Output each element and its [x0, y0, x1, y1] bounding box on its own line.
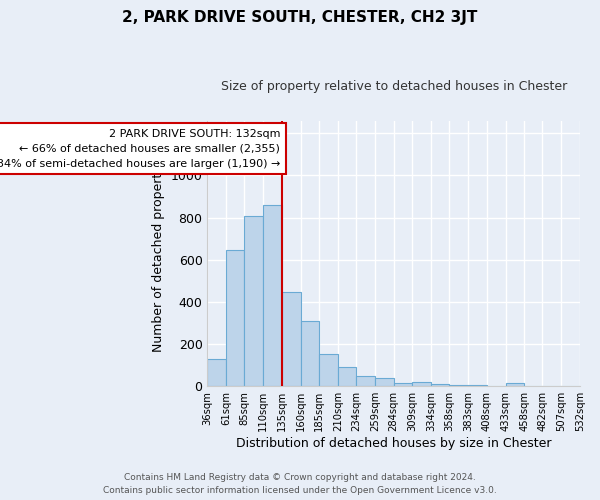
Bar — [282, 292, 301, 386]
Bar — [301, 321, 319, 386]
Bar — [356, 376, 375, 386]
Bar — [375, 378, 394, 386]
Bar — [449, 385, 468, 386]
X-axis label: Distribution of detached houses by size in Chester: Distribution of detached houses by size … — [236, 437, 551, 450]
Text: 2, PARK DRIVE SOUTH, CHESTER, CH2 3JT: 2, PARK DRIVE SOUTH, CHESTER, CH2 3JT — [122, 10, 478, 25]
Bar — [506, 383, 524, 386]
Bar — [468, 385, 487, 386]
Text: Contains HM Land Registry data © Crown copyright and database right 2024.
Contai: Contains HM Land Registry data © Crown c… — [103, 474, 497, 495]
Bar — [263, 205, 282, 386]
Bar — [226, 250, 244, 386]
Bar — [244, 216, 263, 386]
Bar — [338, 367, 356, 386]
Title: Size of property relative to detached houses in Chester: Size of property relative to detached ho… — [221, 80, 567, 93]
Text: 2 PARK DRIVE SOUTH: 132sqm
← 66% of detached houses are smaller (2,355)
34% of s: 2 PARK DRIVE SOUTH: 132sqm ← 66% of deta… — [0, 129, 280, 168]
Bar — [431, 384, 449, 386]
Y-axis label: Number of detached properties: Number of detached properties — [152, 155, 165, 352]
Bar — [394, 383, 412, 386]
Bar — [412, 382, 431, 386]
Bar — [319, 354, 338, 386]
Bar — [208, 359, 226, 386]
